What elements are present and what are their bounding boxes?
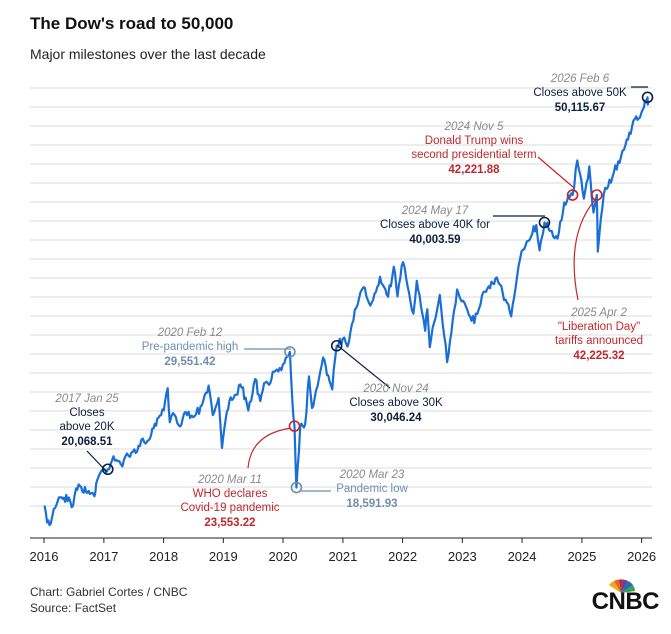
annotation-marker (330, 339, 343, 352)
annotation-marker (538, 216, 551, 229)
annotation-text: Closes (69, 407, 104, 419)
annotation-leader (537, 156, 574, 188)
annotation-text: tariffs announced (555, 335, 643, 347)
annotation-value: 23,553.22 (204, 517, 255, 529)
annotation-marker (102, 463, 114, 476)
annotation-2020-02-12: 2020 Feb 12 Pre-pandemic high 29,551.42 (142, 327, 296, 368)
chart-source: Source: FactSet (30, 601, 117, 615)
annotation-text: Pre-pandemic high (142, 341, 239, 353)
annotation-leader (86, 450, 108, 473)
annotation-text: Closes above 30K (349, 397, 443, 409)
annotation-leader (573, 199, 596, 301)
annotation-date: 2026 Feb 6 (550, 73, 610, 85)
x-tick-label: 2021 (328, 549, 357, 564)
annotation-text: second presidential term (411, 149, 536, 161)
annotation-value: 30,046.24 (370, 412, 422, 424)
x-tick-label: 2024 (508, 549, 537, 564)
annotation-text: "Liberation Day" (558, 321, 640, 333)
annotation-2020-11-24: 2020 Nov 24 Closes above 30K 30,046.24 (330, 339, 443, 424)
series-line-dow (43, 96, 650, 527)
annotation-value: 42,221.88 (448, 164, 500, 176)
annotation-value: 40,003.59 (409, 234, 460, 246)
annotation-date: 2020 Nov 24 (362, 383, 428, 395)
annotation-marker (566, 189, 579, 201)
annotation-text: Closes above 40K for (380, 219, 490, 231)
annotation-2020-03-23: 2020 Mar 23 Pandemic low 18,591.93 (290, 469, 408, 510)
x-tick-label: 2023 (448, 549, 477, 564)
annotation-leader (247, 427, 291, 469)
chart-gridlines (30, 87, 652, 507)
annotation-value: 20,068.51 (61, 436, 113, 448)
x-tick-label: 2017 (89, 549, 118, 564)
annotation-marker (641, 91, 654, 104)
annotation-value: 50,115.67 (555, 102, 606, 114)
annotation-text: Donald Trump wins (425, 135, 524, 147)
annotation-date: 2020 Mar 11 (197, 474, 262, 486)
x-tick-label: 2022 (388, 549, 417, 564)
annotation-text: Covid-19 pandemic (180, 502, 279, 514)
annotation-2025-04-02: 2025 Apr 2 "Liberation Day" tariffs announ… (555, 189, 643, 362)
chart-credit: Chart: Gabriel Cortes / CNBC (30, 585, 188, 599)
chart-subtitle: Major milestones over the last decade (30, 46, 266, 62)
annotation-marker (284, 346, 296, 358)
annotation-date: 2017 Jan 25 (54, 393, 119, 405)
annotation-2017-01-25: 2017 Jan 25 Closes above 20K 20,068.51 (54, 393, 119, 476)
annotation-date: 2024 Nov 5 (444, 121, 504, 133)
x-tick-label: 2016 (30, 549, 59, 564)
annotation-date: 2025 Apr 2 (570, 307, 627, 319)
annotation-marker (591, 189, 603, 201)
annotation-2024-05-17: 2024 May 17 Closes above 40K for 40,003.59 (380, 205, 551, 246)
chart-annotations: 2017 Jan 25 Closes above 20K 20,068.51 2020 … (54, 73, 654, 529)
x-tick-label: 2025 (567, 549, 596, 564)
annotation-2026-02-06: 2026 Feb 6 Closes above 50K 50,115.67 (533, 73, 654, 114)
annotation-text: above 20K (60, 421, 115, 433)
annotation-leader (336, 344, 391, 389)
x-tick-label: 2020 (269, 549, 298, 564)
x-tick-label: 2026 (627, 549, 656, 564)
annotation-text: Closes above 50K (533, 87, 627, 99)
annotation-marker (290, 481, 303, 494)
x-tick-label: 2018 (149, 549, 178, 564)
annotation-value: 29,551.42 (164, 356, 215, 368)
annotation-marker (288, 420, 301, 432)
annotation-2024-11-05: 2024 Nov 5 Donald Trump wins second presid… (411, 121, 579, 201)
annotation-date: 2020 Feb 12 (157, 327, 223, 339)
annotation-text: WHO declares (193, 488, 268, 500)
annotation-value: 18,591.93 (346, 498, 397, 510)
cnbc-logo: CNBC (591, 588, 660, 615)
x-axis: 2016 2017 2018 2019 2020 2021 2022 2023 2024 2025… (30, 537, 656, 564)
annotation-text: Pandemic low (336, 483, 408, 495)
chart-title: The Dow's road to 50,000 (30, 14, 234, 33)
peacock-logo-icon (609, 579, 635, 593)
x-tick-label: 2019 (209, 549, 238, 564)
annotation-date: 2024 May 17 (401, 205, 469, 217)
annotation-date: 2020 Mar 23 (339, 469, 405, 481)
annotation-2020-03-11: 2020 Mar 11 WHO declares Covid-19 pandemic… (180, 420, 301, 529)
annotation-value: 42,225.32 (573, 350, 624, 362)
